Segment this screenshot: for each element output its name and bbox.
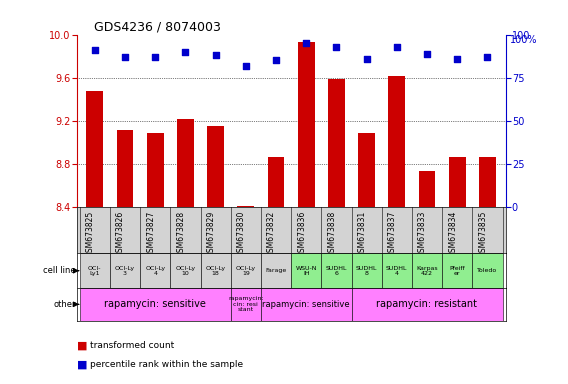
- Point: [241, 63, 250, 69]
- Bar: [231, 288, 261, 321]
- Text: transformed count: transformed count: [90, 341, 174, 350]
- Bar: [442, 253, 473, 288]
- Text: GSM673832: GSM673832: [267, 211, 276, 257]
- Text: OCI-Ly
4: OCI-Ly 4: [145, 265, 165, 276]
- Text: GSM673836: GSM673836: [297, 211, 306, 257]
- Point: [272, 58, 281, 64]
- Text: cell line: cell line: [43, 266, 76, 275]
- Bar: [479, 157, 496, 207]
- Point: [453, 56, 462, 62]
- Point: [181, 49, 190, 55]
- Bar: [237, 206, 254, 207]
- Text: OCI-Ly
19: OCI-Ly 19: [236, 265, 256, 276]
- Text: GSM673835: GSM673835: [478, 211, 487, 257]
- Text: rapamycin: resistant: rapamycin: resistant: [377, 299, 478, 310]
- Text: GSM673830: GSM673830: [237, 211, 246, 257]
- Bar: [116, 130, 133, 207]
- Bar: [449, 157, 466, 207]
- Text: Farage: Farage: [265, 268, 287, 273]
- Point: [423, 50, 432, 56]
- Bar: [473, 253, 503, 288]
- Bar: [328, 79, 345, 207]
- Text: ■: ■: [77, 341, 87, 351]
- Point: [483, 54, 492, 60]
- Text: WSU-N
IH: WSU-N IH: [295, 265, 317, 276]
- Text: Pfeiff
er: Pfeiff er: [449, 265, 465, 276]
- Bar: [352, 253, 382, 288]
- Text: GSM673834: GSM673834: [448, 211, 457, 257]
- Bar: [268, 157, 285, 207]
- Bar: [177, 119, 194, 207]
- Text: SUDHL
6: SUDHL 6: [325, 265, 347, 276]
- Text: rapamycin: sensitive: rapamycin: sensitive: [105, 299, 206, 310]
- Text: GDS4236 / 8074003: GDS4236 / 8074003: [94, 20, 221, 33]
- Bar: [86, 91, 103, 207]
- Text: Karpas
422: Karpas 422: [416, 265, 438, 276]
- Bar: [170, 253, 201, 288]
- Text: GSM673825: GSM673825: [86, 211, 95, 257]
- Bar: [389, 76, 405, 207]
- Point: [362, 56, 371, 62]
- Bar: [231, 253, 261, 288]
- Point: [151, 54, 160, 60]
- Text: rapamycin:
cin: resi
stant: rapamycin: cin: resi stant: [228, 296, 264, 312]
- Bar: [358, 133, 375, 207]
- Bar: [298, 42, 315, 207]
- Text: SUDHL
4: SUDHL 4: [386, 265, 408, 276]
- Text: GSM673826: GSM673826: [116, 211, 125, 257]
- Point: [332, 44, 341, 50]
- Bar: [110, 253, 140, 288]
- Text: 100%: 100%: [509, 35, 537, 45]
- Bar: [80, 253, 110, 288]
- Text: other: other: [53, 300, 76, 309]
- Point: [392, 44, 402, 50]
- Text: GSM673827: GSM673827: [146, 211, 155, 257]
- Text: GSM673829: GSM673829: [207, 211, 216, 257]
- Bar: [291, 253, 321, 288]
- Bar: [147, 133, 164, 207]
- Bar: [140, 253, 170, 288]
- Bar: [419, 170, 435, 207]
- Text: percentile rank within the sample: percentile rank within the sample: [90, 360, 243, 369]
- Text: GSM673837: GSM673837: [388, 211, 397, 257]
- Bar: [412, 253, 442, 288]
- Point: [90, 47, 99, 53]
- Bar: [207, 126, 224, 207]
- Bar: [352, 288, 503, 321]
- Text: GSM673838: GSM673838: [327, 211, 336, 257]
- Text: OCI-Ly
3: OCI-Ly 3: [115, 265, 135, 276]
- Text: OCI-Ly
10: OCI-Ly 10: [176, 265, 195, 276]
- Text: OCI-
Ly1: OCI- Ly1: [88, 265, 102, 276]
- Bar: [201, 253, 231, 288]
- Bar: [261, 253, 291, 288]
- Text: GSM673831: GSM673831: [358, 211, 366, 257]
- Text: OCI-Ly
18: OCI-Ly 18: [206, 265, 225, 276]
- Text: rapamycin: sensitive: rapamycin: sensitive: [262, 300, 350, 309]
- Point: [302, 40, 311, 46]
- Point: [120, 54, 130, 60]
- Bar: [261, 288, 352, 321]
- Bar: [382, 253, 412, 288]
- Point: [211, 52, 220, 58]
- Text: SUDHL
8: SUDHL 8: [356, 265, 377, 276]
- Bar: [321, 253, 352, 288]
- Text: Toledo: Toledo: [477, 268, 498, 273]
- Text: GSM673833: GSM673833: [418, 211, 427, 257]
- Text: ■: ■: [77, 360, 87, 370]
- Text: GSM673828: GSM673828: [177, 211, 185, 257]
- Bar: [80, 288, 231, 321]
